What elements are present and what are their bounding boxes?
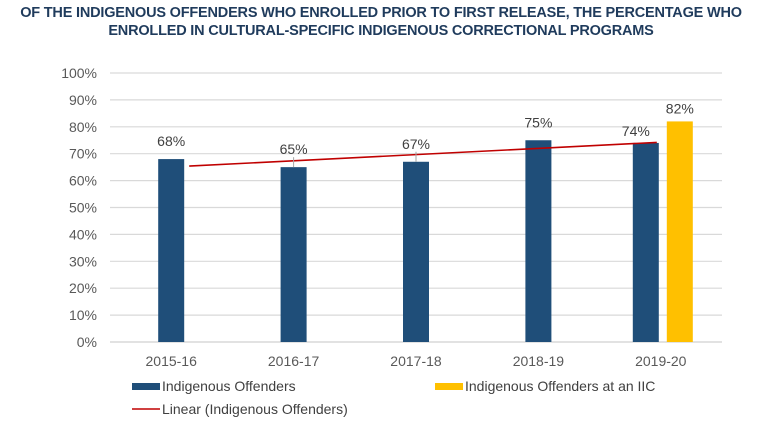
x-tick-label: 2017-18 [390,353,442,369]
legend-label: Indigenous Offenders at an IIC [465,378,655,394]
chart-title-line-1: OF THE INDIGENOUS OFFENDERS WHO ENROLLED… [20,5,742,21]
bar-indigenous-offenders-iic [666,121,693,342]
legend-label: Indigenous Offenders [162,378,296,394]
y-tick-label: 0% [77,334,97,350]
x-tick-label: 2019-20 [635,353,687,369]
x-tick-label: 2015-16 [146,353,198,369]
y-tick-label: 70% [69,146,97,162]
y-tick-label: 50% [69,200,97,216]
y-tick-label: 10% [69,307,97,323]
bar-indigenous-offenders [158,159,185,342]
legend-label: Linear (Indigenous Offenders) [162,401,348,417]
y-tick-label: 100% [61,65,97,81]
y-tick-label: 90% [69,92,97,108]
data-label: 65% [280,141,308,157]
y-tick-label: 40% [69,226,97,242]
legend: Indigenous Offenders Indigenous Offenders… [132,378,655,417]
x-tick-label: 2016-17 [268,353,320,369]
data-label: 67% [402,136,430,152]
bar-indigenous-offenders [632,142,659,342]
bar-indigenous-offenders [525,140,552,342]
gridlines [110,72,722,343]
data-label: 75% [524,114,552,130]
y-tick-label: 20% [69,280,97,296]
legend-swatch-indigenous-offenders-iic [435,383,463,390]
x-tick-label: 2018-19 [513,353,565,369]
y-tick-label: 30% [69,253,97,269]
y-axis: 0% 10% 20% 30% 40% 50% 60% 70% 80% 90% 100% [61,65,97,350]
data-labels: 68% 65% 67% 75% 74% 82% [157,100,694,168]
bars [158,121,693,342]
y-tick-label: 60% [69,173,97,189]
data-label: 82% [666,100,694,116]
trendline-linear [189,141,657,167]
chart-title: OF THE INDIGENOUS OFFENDERS WHO ENROLLED… [0,4,762,40]
legend-swatch-indigenous-offenders [132,383,160,390]
data-label: 68% [157,133,185,149]
y-tick-label: 80% [69,119,97,135]
bar-indigenous-offenders [280,167,307,342]
data-label: 74% [622,123,650,139]
trendline [189,141,657,167]
chart-title-line-2: ENROLLED IN CULTURAL-SPECIFIC INDIGENOUS… [108,23,654,39]
bar-indigenous-offenders [403,161,429,342]
x-axis: 2015-16 2016-17 2017-18 2018-19 2019-20 [146,353,687,369]
